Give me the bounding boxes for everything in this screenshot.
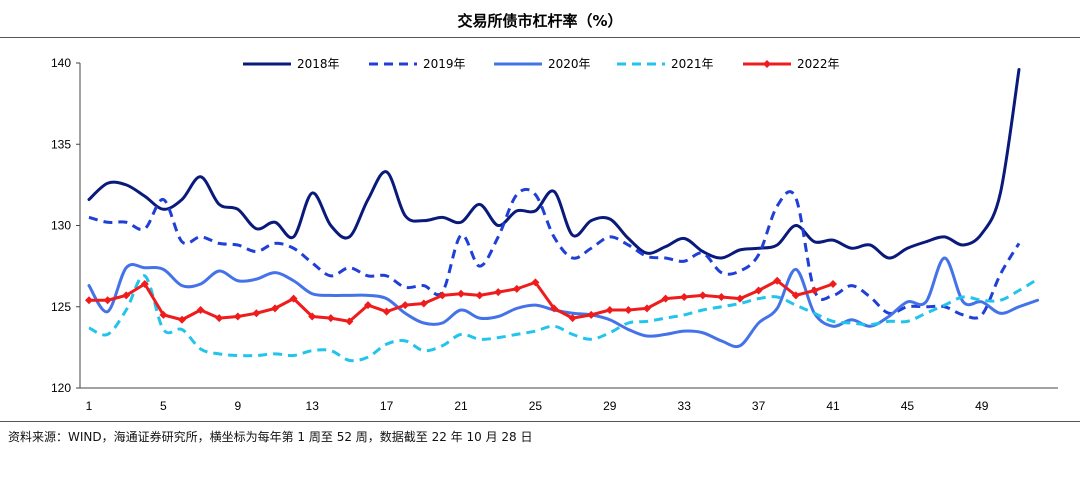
x-tick-label: 5 [160, 399, 167, 413]
data-point [643, 304, 651, 313]
x-tick-label: 33 [678, 399, 692, 413]
data-point [271, 304, 279, 313]
line-chart: 120 125 130 135 140 1 5 9 13 17 21 25 29 33 37 41 45 49 2… [51, 56, 1058, 413]
data-point [568, 314, 577, 323]
data-point [215, 314, 224, 323]
legend-item-2: 2020年 [494, 57, 591, 71]
top-rule [0, 37, 1080, 38]
x-tick-label: 37 [752, 399, 766, 413]
x-tick-label: 21 [454, 399, 468, 413]
x-tick-label: 41 [826, 399, 840, 413]
data-point [401, 301, 410, 310]
data-point [475, 291, 484, 300]
data-point [624, 306, 633, 314]
series-layer [85, 68, 1040, 363]
x-tick-label: 13 [306, 399, 320, 413]
data-point [140, 280, 149, 288]
data-point [512, 284, 521, 293]
data-point [531, 278, 540, 287]
y-tick-label: 135 [51, 137, 71, 151]
legend-item-4: 2022年 [743, 57, 840, 71]
data-point [605, 306, 614, 314]
data-point [159, 310, 168, 319]
data-point [233, 312, 242, 321]
data-point [438, 291, 447, 300]
series-1 [88, 187, 1021, 320]
series-line [88, 187, 1021, 320]
source-note: 资料来源：WIND，海通证券研究所，横坐标为每年第 1 周至 52 周，数据截至… [8, 430, 533, 444]
data-point [85, 296, 93, 305]
data-point [326, 314, 335, 323]
y-tick-label: 130 [51, 219, 71, 233]
legend-label: 2022年 [797, 57, 840, 71]
data-point [810, 286, 819, 295]
series-line [88, 274, 1039, 363]
data-point [457, 289, 465, 298]
data-point [308, 312, 317, 321]
legend-label: 2020年 [548, 57, 591, 71]
data-point [661, 294, 670, 303]
legend-item-0: 2018年 [243, 57, 340, 71]
series-2 [87, 256, 1040, 349]
series-0 [87, 68, 1021, 260]
series-3 [88, 274, 1039, 363]
data-point [773, 276, 782, 285]
x-tick-label: 1 [86, 399, 93, 413]
legend-label: 2019年 [423, 57, 466, 71]
series-line [87, 279, 835, 323]
series-line [87, 256, 1040, 349]
data-point [178, 315, 186, 324]
legend-label: 2021年 [671, 57, 714, 71]
x-tick-label: 17 [380, 399, 394, 413]
data-point [252, 309, 261, 318]
data-point [122, 291, 131, 300]
data-point [289, 294, 298, 303]
legend-item-1: 2019年 [369, 57, 466, 71]
data-point [736, 294, 744, 303]
data-point [550, 304, 558, 313]
x-tick-label: 29 [603, 399, 617, 413]
x-tick-label: 45 [901, 399, 915, 413]
legend-label: 2018年 [297, 57, 340, 71]
data-point [829, 280, 837, 288]
data-point [494, 288, 503, 297]
data-point [717, 293, 726, 301]
data-point [345, 317, 354, 326]
bottom-rule [0, 421, 1080, 422]
data-point [698, 291, 707, 300]
legend: 2018年 2019年 2020年 2021年 2022年 [243, 57, 840, 71]
y-tick-label: 140 [51, 56, 71, 70]
legend-item-3: 2021年 [617, 57, 714, 71]
legend-marker [763, 60, 771, 68]
axes: 120 125 130 135 140 1 5 9 13 17 21 25 29 33 37 41 45 49 [51, 56, 1058, 413]
data-point [103, 296, 112, 305]
data-point [791, 291, 800, 300]
x-tick-label: 49 [975, 399, 989, 413]
data-point [419, 299, 428, 308]
y-tick-label: 120 [51, 381, 71, 395]
series-4 [85, 276, 837, 326]
data-point [754, 286, 763, 295]
series-line [87, 68, 1021, 260]
data-point [382, 307, 391, 316]
y-tick-label: 125 [51, 300, 71, 314]
data-point [196, 306, 205, 314]
data-point [587, 310, 596, 319]
x-tick-label: 9 [234, 399, 241, 413]
data-point [680, 293, 689, 301]
data-point [364, 301, 372, 310]
chart-title: 交易所债市杠杆率（%） [457, 12, 623, 30]
x-tick-label: 25 [529, 399, 543, 413]
